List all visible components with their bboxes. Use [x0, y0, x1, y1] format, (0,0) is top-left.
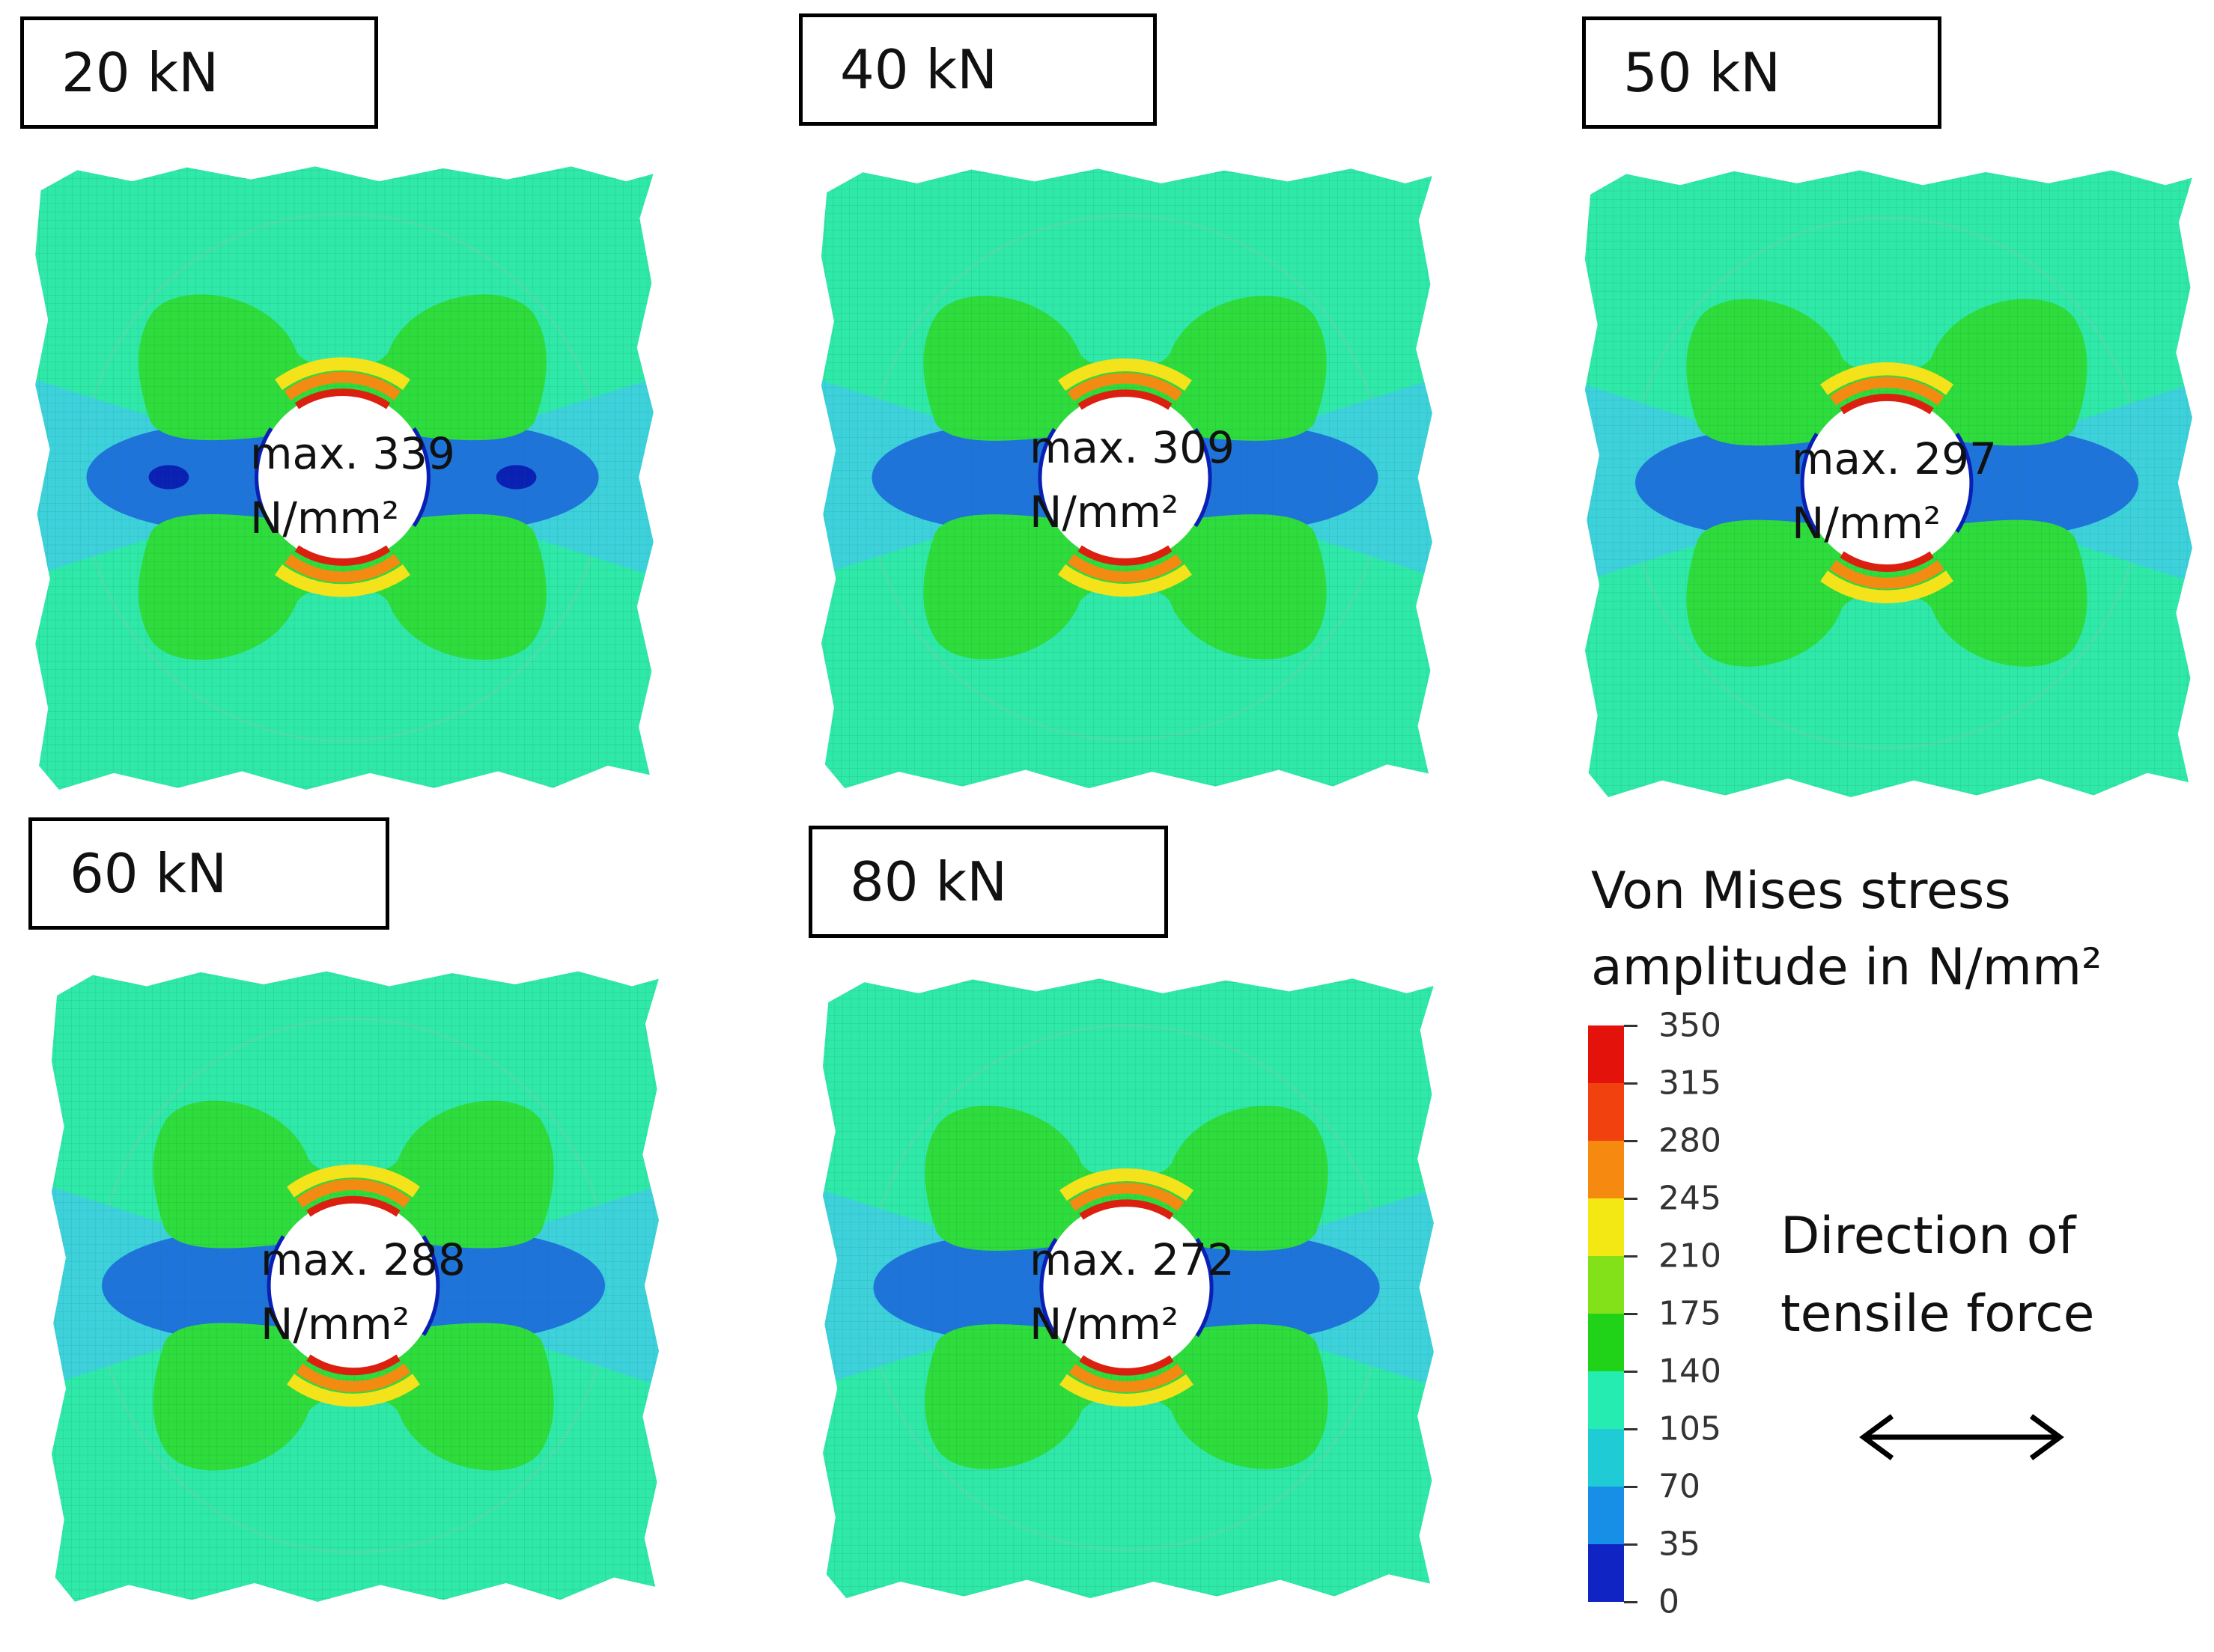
direction-line2: tensile force	[1780, 1284, 2095, 1344]
load-label-text: 50 kN	[1623, 41, 1781, 104]
legend-tick-label: 315	[1658, 1064, 1721, 1103]
load-label-40kn: 40 kN	[799, 13, 1157, 126]
hole	[1041, 392, 1208, 563]
direction-line1: Direction of	[1780, 1207, 2076, 1266]
legend-color-segment	[1588, 1487, 1624, 1544]
hole	[258, 391, 427, 563]
legend-color-segment	[1588, 1198, 1624, 1256]
legend-tick-mark	[1624, 1025, 1637, 1027]
max-stress-50kn: max. 297 N/mm²	[1792, 427, 1997, 555]
stress-contour-50kn	[1572, 157, 2201, 808]
max-stress-value: max. 297	[1792, 433, 1997, 484]
legend-color-segment	[1588, 1025, 1624, 1083]
max-stress-unit: N/mm²	[1030, 487, 1179, 537]
color-scale-bar	[1588, 1025, 1624, 1602]
max-stress-unit: N/mm²	[1030, 1299, 1179, 1350]
contour-svg	[1584, 170, 2192, 798]
max-stress-value: max. 339	[250, 428, 455, 479]
legend-color-segment	[1588, 1141, 1624, 1198]
legend-color-segment	[1588, 1544, 1624, 1602]
legend-tick-label: 140	[1658, 1352, 1721, 1391]
legend-tick-label: 245	[1658, 1179, 1721, 1218]
max-stress-unit: N/mm²	[1792, 498, 1941, 549]
legend-tick-label: 350	[1658, 1006, 1721, 1045]
max-stress-unit: N/mm²	[261, 1299, 410, 1350]
load-label-80kn: 80 kN	[809, 826, 1168, 938]
legend-tick-label: 35	[1658, 1525, 1700, 1564]
load-label-20kn: 20 kN	[20, 16, 378, 129]
hole	[270, 1199, 437, 1372]
legend-tick-mark	[1624, 1313, 1637, 1315]
max-stress-80kn: max. 272 N/mm²	[1030, 1228, 1235, 1356]
legend-color-segment	[1588, 1256, 1624, 1314]
stress-contour-80kn	[810, 966, 1443, 1609]
max-stress-60kn: max. 288 N/mm²	[261, 1228, 466, 1356]
load-label-60kn: 60 kN	[28, 817, 389, 930]
double-arrow-icon	[1859, 1414, 2064, 1460]
load-label-text: 40 kN	[840, 38, 998, 101]
load-label-text: 60 kN	[70, 842, 228, 905]
legend-tick-label: 70	[1658, 1467, 1700, 1506]
legend-color-segment	[1588, 1083, 1624, 1141]
legend-tick-label: 0	[1658, 1582, 1679, 1621]
legend-tick-mark	[1624, 1543, 1637, 1546]
legend-color-segment	[1588, 1429, 1624, 1487]
legend-title-line2: amplitude in N/mm²	[1591, 938, 2102, 997]
stress-contour-20kn	[22, 153, 663, 801]
legend-tick-mark	[1624, 1082, 1637, 1085]
legend-tick-mark	[1624, 1140, 1637, 1142]
max-stress-40kn: max. 309 N/mm²	[1030, 415, 1235, 544]
stress-contour-60kn	[39, 958, 668, 1613]
legend-color-segment	[1588, 1314, 1624, 1371]
legend-title-line1: Von Mises stress	[1591, 862, 2011, 921]
legend-tick-label: 280	[1658, 1121, 1721, 1160]
max-stress-value: max. 309	[1030, 422, 1235, 473]
load-label-text: 20 kN	[61, 41, 219, 104]
direction-caption: Direction of tensile force	[1780, 1198, 2095, 1353]
hole	[1043, 1202, 1210, 1373]
legend-tick-mark	[1624, 1371, 1637, 1373]
legend-tick-mark	[1624, 1198, 1637, 1200]
legend-tick-mark	[1624, 1486, 1637, 1488]
legend-color-segment	[1588, 1371, 1624, 1429]
load-label-50kn: 50 kN	[1582, 16, 1941, 129]
hole	[1804, 397, 1970, 569]
contour-svg	[822, 978, 1434, 1599]
contour-svg	[51, 971, 659, 1602]
max-stress-value: max. 288	[261, 1234, 466, 1285]
legend-tick-label: 175	[1658, 1294, 1721, 1333]
contour-svg	[35, 166, 654, 790]
max-stress-20kn: max. 339 N/mm²	[250, 421, 455, 550]
legend-tick-label: 105	[1658, 1409, 1721, 1448]
legend-tick-mark	[1624, 1255, 1637, 1258]
max-stress-unit: N/mm²	[250, 493, 400, 543]
legend-tick-mark	[1624, 1428, 1637, 1430]
load-label-text: 80 kN	[850, 850, 1008, 913]
legend-tick-mark	[1624, 1601, 1637, 1603]
legend-title: Von Mises stress amplitude in N/mm²	[1591, 853, 2102, 1006]
max-stress-value: max. 272	[1030, 1234, 1235, 1285]
legend-tick-label: 210	[1658, 1237, 1721, 1275]
contour-svg	[821, 168, 1432, 789]
stress-contour-40kn	[809, 156, 1441, 799]
